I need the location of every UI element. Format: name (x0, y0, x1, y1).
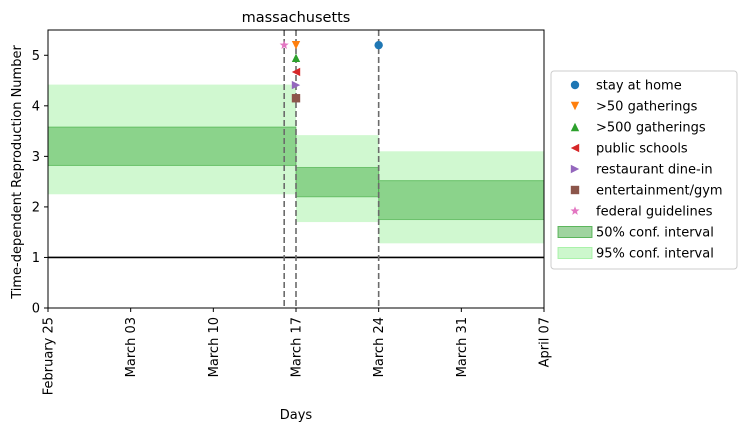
legend-swatch-ci95 (557, 247, 593, 259)
ci50-band-3 (378, 180, 545, 221)
intervention-marker-3 (291, 53, 301, 62)
x-tick-label: March 24 (372, 317, 387, 377)
legend-marker-6 (570, 185, 580, 195)
legend-label-7: federal guidelines (596, 205, 713, 220)
y-axis-label: Time-dependent Reproduction Number (10, 45, 25, 300)
legend-label-5: restaurant dine-in (596, 163, 713, 178)
x-axis-label: Days (280, 408, 313, 423)
intervention-marker-5 (291, 80, 301, 90)
legend-label-8: 50% conf. interval (596, 226, 714, 241)
chart-title: massachusetts (242, 10, 351, 26)
legend-swatch-ci50 (557, 226, 593, 238)
y-tick-label: 1 (32, 251, 40, 266)
x-tick-label: March 10 (207, 317, 222, 377)
ci95-band-1 (48, 84, 296, 195)
ci50-band-1 (47, 126, 297, 166)
legend-marker-1 (570, 80, 580, 90)
legend-marker-2 (570, 101, 580, 111)
y-tick-label: 4 (32, 99, 40, 114)
legend-label-9: 95% conf. interval (596, 247, 714, 262)
legend-label-3: >500 gatherings (596, 121, 706, 136)
y-tick-label: 0 (32, 302, 40, 317)
x-tick-label: February 25 (42, 317, 57, 395)
intervention-marker-1 (374, 40, 383, 50)
plot-area: 0 1 2 3 4 5 February 25 March 03 March 10 March 1… (32, 29, 553, 395)
x-tick-label: April 07 (538, 317, 553, 367)
legend-marker-4 (570, 143, 580, 153)
ci95-band-2 (296, 135, 379, 223)
x-tick-label: March 17 (290, 317, 305, 377)
legend-label-6: entertainment/gym (596, 184, 723, 199)
legend-frame (550, 70, 738, 270)
intervention-marker-7 (279, 40, 289, 50)
intervention-marker-2 (291, 40, 301, 50)
legend-label-1: stay at home (596, 79, 682, 94)
legend-marker-3 (570, 122, 580, 132)
y-tick-label: 3 (32, 150, 40, 165)
intervention-marker-4 (291, 67, 301, 77)
x-tick-label: March 31 (455, 317, 470, 377)
intervention-marker-6 (291, 94, 301, 103)
x-tick-label: March 03 (124, 317, 139, 377)
legend-label-2: >50 gatherings (596, 100, 698, 115)
ci95-band-3 (378, 151, 544, 244)
legend-marker-7 (570, 206, 580, 215)
legend-marker-5 (570, 164, 580, 174)
y-tick-label: 2 (32, 200, 40, 215)
legend-label-4: public schools (596, 142, 688, 157)
ci50-band-2 (295, 166, 380, 198)
legend: stay at home >50 gatherings >500 gathering… (550, 70, 738, 270)
y-tick-label: 5 (32, 49, 40, 64)
